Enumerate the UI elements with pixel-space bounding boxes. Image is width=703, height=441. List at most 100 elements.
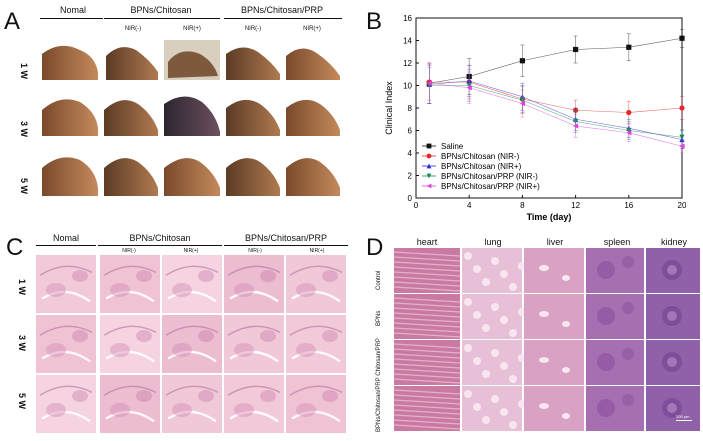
data-point [679,105,685,111]
panel-d-col-spleen: spleen [603,237,631,247]
data-point [426,183,432,189]
histology-cell-r3-c5 [286,375,346,433]
liver-tissue-r4 [524,386,584,431]
data-point [466,85,472,91]
scale-bar-label: 200 μm [676,414,690,419]
y-tick-label: 16 [403,14,412,23]
histology-cell-r2-c1 [36,315,96,373]
panel-d-col-kidney: kidney [660,237,687,247]
paw-photo-1w-bpns-nirneg [106,47,158,80]
panel-d-col-heart: heart [416,237,438,247]
panel-c-group-normal: Nomal [52,233,79,243]
paw-photo-3w-prp-nirpos [286,99,340,136]
data-point [573,123,579,129]
x-tick-label: 4 [467,201,472,210]
histology-cell-r3-c1 [36,375,96,433]
kidney-tissue-r3 [646,340,700,385]
histology-cell-r1-c3 [162,255,222,313]
histology-cell-r2-c4 [224,315,284,373]
liver-tissue-r2 [524,294,584,339]
histology-cell-r2-c5 [286,315,346,373]
heart-tissue-r3 [394,340,461,385]
panel-a-subhdr: NIR(+) [303,26,321,32]
data-point [573,46,579,53]
data-point [519,100,525,107]
spleen-tissue-r2 [586,294,644,339]
lung-tissue-r1 [462,248,526,293]
paw-photo-1w-normal [42,45,98,80]
panel-c-row-label: 3 W [17,334,28,352]
histology-cell-r2-c3 [162,315,222,373]
y-tick-label: 2 [408,172,413,181]
x-tick-label: 20 [678,201,687,210]
data-point [626,44,632,50]
x-tick-label: 0 [414,201,419,210]
data-point [519,58,525,64]
legend-entry: Saline [441,142,464,151]
clinical-index-chart: 0 2 4 6 8 10 12 14 16 0 4 8 12 16 20 Time (day) Clinical… [384,14,687,222]
data-point [426,153,432,159]
liver-tissue-r3 [524,340,584,385]
series-line [429,82,683,147]
histology-cell-r1-c5 [286,255,346,313]
paw-photo-5w-normal [42,157,98,196]
paw-photo-3w-prp-nirneg [226,99,280,136]
panel-d-organ-grid [394,248,700,431]
y-tick-label: 10 [403,82,412,91]
liver-tissue-r1 [524,248,584,293]
y-tick-label: 0 [408,194,413,203]
x-tick-label: 12 [571,201,580,210]
series-line [429,80,683,140]
histology-cell-r1-c1 [36,255,96,313]
scale-bar [676,420,692,421]
lung-tissue-r3 [462,340,526,385]
data-point [426,163,432,169]
panel-c-header-rule [98,245,222,246]
panel-a-header-rule [224,18,342,19]
y-tick-label: 12 [403,59,412,68]
paw-photo-3w-bpns-nirneg [104,100,158,136]
series-2 [426,64,685,149]
panel-c-row-label: 1 W [17,278,28,296]
paw-photo-1w-bpns-nirpos [164,40,220,80]
panel-d-label: D [366,234,384,261]
paw-photo-1w-prp-nirpos [286,48,340,80]
panel-a-row-label: 5 W [19,177,30,195]
panel-a-subhdr: NIR(-) [244,26,262,32]
data-point [679,35,685,41]
paw-photo-1w-prp-nirneg [226,47,280,80]
y-tick-label: 6 [408,127,413,136]
series-line [429,37,683,84]
panel-c-subhdr: NIR(-) [248,248,262,254]
paw-photo-3w-bpns-nirpos [164,96,220,136]
kidney-tissue-r4 [646,386,700,431]
panel-c-histology-grid [36,255,346,433]
panel-c-header-rule [224,245,348,246]
histology-cell-r3-c2 [100,375,160,433]
series-4 [426,62,685,154]
paw-photo-5w-prp-nirneg [226,158,280,196]
data-point [426,173,432,179]
data-point [426,143,432,149]
histology-cell-r1-c4 [224,255,284,313]
histology-cell-r1-c2 [100,255,160,313]
panel-a-subhdr: NIR(+) [183,26,201,32]
legend-entry: BPNs/Chitosan (NIR-) [441,152,520,161]
paw-photo-5w-bpns-nirpos [164,158,220,196]
heart-tissue-r4 [394,386,461,431]
panel-d-row-label: BPNs [376,310,382,326]
panel-c-header-rule [36,245,96,246]
series-line [429,85,683,138]
panel-a-group-bpns-chitosan: BPNs/Chitosan [130,5,192,15]
histology-cell-r2-c2 [100,315,160,373]
legend-entry: BPNs/Chitosan/PRP (NIR+) [441,182,540,191]
data-point [679,143,685,149]
series-0 [426,28,685,104]
y-tick-label: 8 [408,104,413,113]
panel-d-col-liver: liver [546,237,564,247]
panel-c-row-label: 5 W [17,392,28,410]
panel-c-subhdr: NIR(-) [122,248,136,254]
y-axis-label: Clinical Index [384,81,394,135]
panel-a-row-label: 1 W [19,62,30,80]
panel-a-group-bpns-chitosan-prp: BPNs/Chitosan/PRP [240,5,324,15]
